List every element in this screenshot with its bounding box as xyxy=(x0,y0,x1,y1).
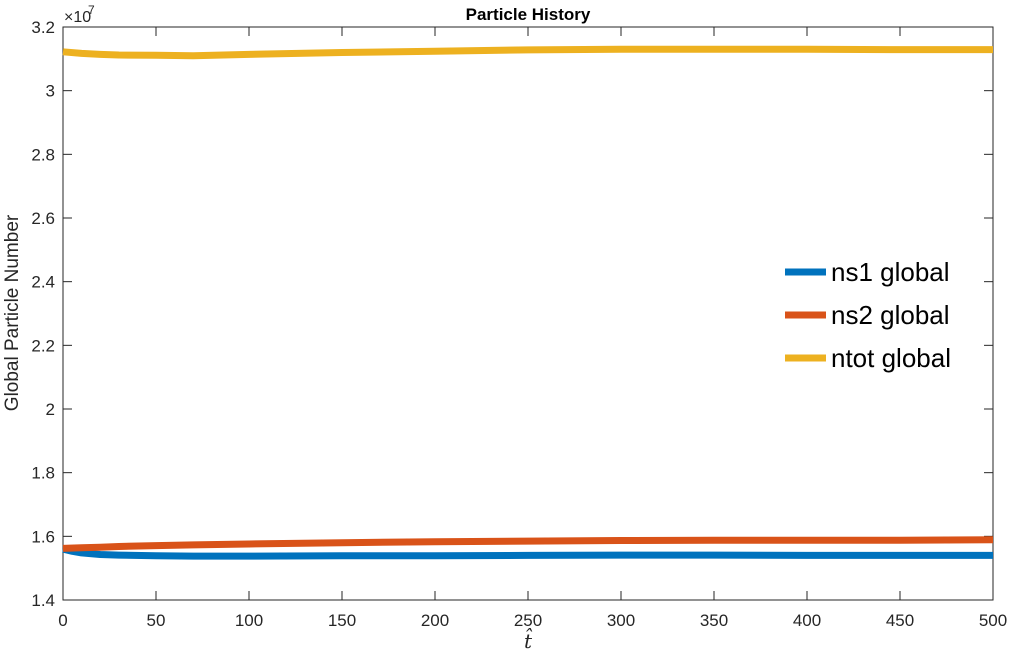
y-tick-label: 2.2 xyxy=(31,336,55,355)
y-multiplier-base: ×10 xyxy=(64,9,91,26)
x-tick-label: 50 xyxy=(147,611,166,630)
x-axis-label: t̂ xyxy=(524,627,533,653)
series-line-ns2-global xyxy=(62,536,994,552)
x-tick-label: 150 xyxy=(328,611,356,630)
x-tick-label: 100 xyxy=(235,611,263,630)
x-axis: 0 50 100 150 200 250 300 350 400 450 500 xyxy=(58,27,1007,630)
x-tick-label: 500 xyxy=(979,611,1007,630)
legend-label: ntot global xyxy=(831,343,951,373)
y-tick-label: 1.4 xyxy=(31,591,55,610)
series-lines xyxy=(62,45,994,560)
y-tick-label: 2 xyxy=(46,400,55,419)
x-tick-label: 0 xyxy=(58,611,67,630)
legend: ns1 global ns2 global ntot global xyxy=(785,257,951,373)
series-line-ns1-global xyxy=(62,545,993,560)
legend-label: ns1 global xyxy=(831,257,950,287)
y-tick-label: 3.2 xyxy=(31,18,55,37)
y-multiplier-exponent: 7 xyxy=(88,3,95,17)
y-tick-label: 1.8 xyxy=(31,464,55,483)
x-tick-label: 250 xyxy=(514,611,542,630)
y-tick-label: 3 xyxy=(46,82,55,101)
y-axis: 1.4 1.6 1.8 2 2.2 2.4 2.6 2.8 3 3.2 xyxy=(31,18,993,610)
x-tick-label: 200 xyxy=(421,611,449,630)
x-tick-label: 450 xyxy=(886,611,914,630)
series-line-ntot-global xyxy=(62,45,993,60)
y-tick-label: 2.6 xyxy=(31,209,55,228)
y-multiplier: ×10 7 xyxy=(64,3,95,26)
legend-label: ns2 global xyxy=(831,300,950,330)
chart-title: Particle History xyxy=(466,5,591,24)
x-tick-label: 400 xyxy=(793,611,821,630)
x-tick-label: 350 xyxy=(700,611,728,630)
x-tick-label: 300 xyxy=(607,611,635,630)
y-axis-label: Global Particle Number xyxy=(2,214,23,411)
y-tick-label: 1.6 xyxy=(31,527,55,546)
y-tick-label: 2.4 xyxy=(31,273,55,292)
y-tick-label: 2.8 xyxy=(31,145,55,164)
